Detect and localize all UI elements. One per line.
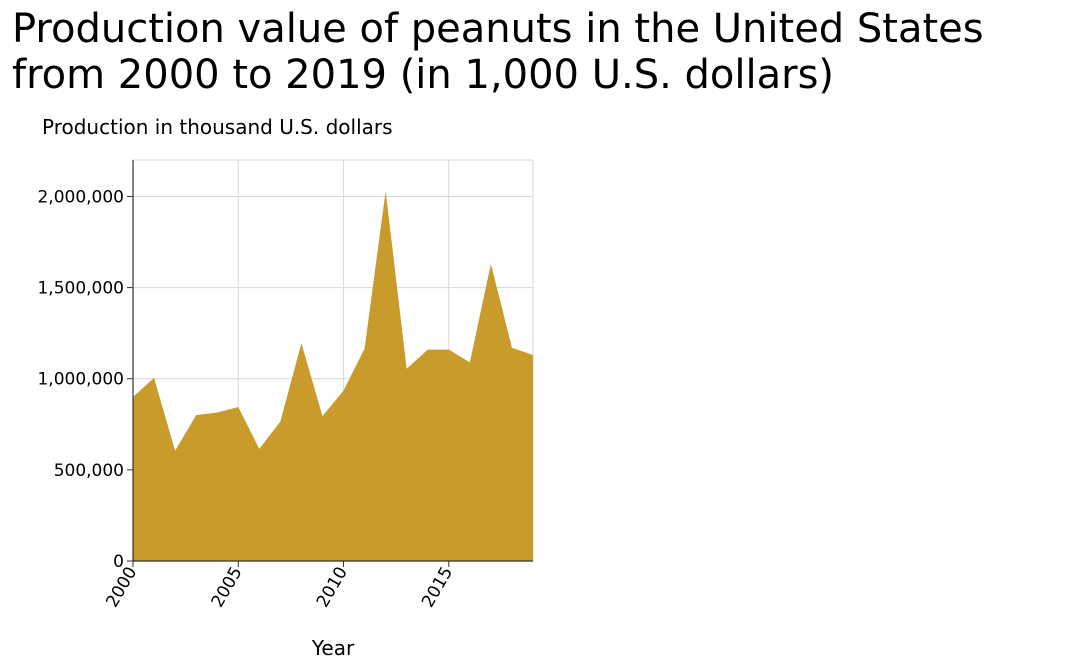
x-axis-label: Year [311, 636, 355, 660]
x-tick-label: 2010 [313, 564, 352, 611]
y-tick-label: 1,000,000 [37, 370, 124, 390]
x-tick-label: 2005 [208, 564, 247, 611]
y-axis-label: Production in thousand U.S. dollars [42, 115, 393, 139]
x-tick-label: 2015 [418, 564, 457, 611]
chart-title: Production value of peanuts in the Unite… [12, 6, 984, 98]
y-tick-label: 1,500,000 [37, 279, 124, 299]
data-area [133, 190, 533, 561]
y-tick-label: 2,000,000 [37, 187, 124, 207]
x-ticks: 2000 2005 2010 2015 [102, 561, 457, 611]
y-ticks: 0 500,000 1,000,000 1,500,000 2,000,000 [37, 187, 133, 572]
area-fill [133, 190, 533, 561]
x-tick-label: 2000 [102, 564, 141, 611]
y-tick-label: 500,000 [54, 461, 124, 481]
y-tick-label: 0 [113, 552, 124, 572]
axes [132, 160, 533, 562]
